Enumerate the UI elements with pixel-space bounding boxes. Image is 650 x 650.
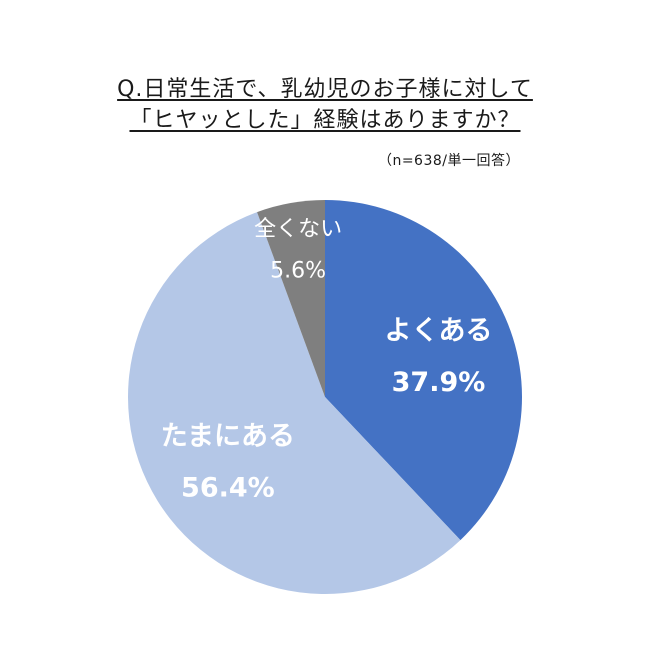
sample-note: （n=638/単一回答）: [377, 153, 520, 169]
pie-slice: [257, 200, 325, 397]
pie-slice-value-label: 5.6%: [270, 259, 326, 284]
pie-slice-label: 全くない: [254, 217, 342, 242]
pie-slice-label: よくある: [384, 316, 492, 347]
chart-title-line2: 「ヒヤッとした」経験はありますか？: [129, 108, 521, 133]
pie-slice: [325, 200, 522, 541]
chart-title: Q.日常生活で、乳幼児のお子様に対して 「ヒヤッとした」経験はありますか？: [0, 74, 650, 136]
pie-slice-label: たまにある: [161, 421, 295, 452]
chart-title-line1: Q.日常生活で、乳幼児のお子様に対して: [117, 77, 533, 102]
pie-slice-value-label: 56.4%: [181, 472, 275, 503]
pie-slice-value-label: 37.9%: [392, 367, 486, 398]
pie-slice: [127, 212, 461, 595]
